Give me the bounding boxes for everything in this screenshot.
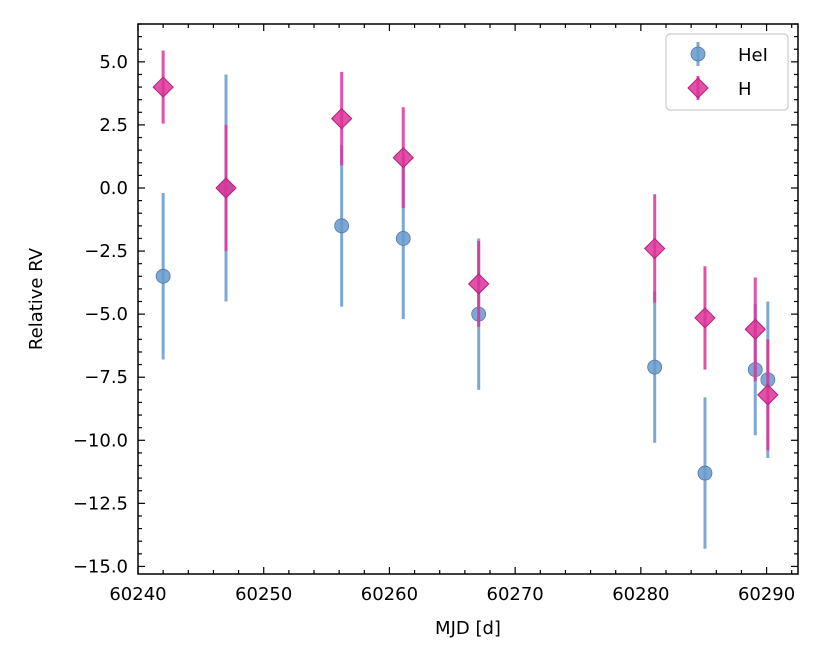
y-tick-labels: 5.0 2.5 0.0 −2.5 −5.0 −7.5 −10.0 −12.5 −15.0 [73,52,128,578]
y-axis-label: Relative RV [26,247,47,350]
y-tick-label: −12.5 [73,493,128,514]
y-tick-label: −15.0 [73,556,128,577]
legend-label: HeI [738,45,768,66]
data-point [395,231,411,246]
data-point [155,268,171,284]
series-hei [155,74,776,549]
x-tick-label: 60260 [361,584,418,605]
data-point [757,384,779,406]
data-point [467,273,490,295]
data-point [643,237,666,260]
y-tick-label: 2.5 [99,115,128,136]
y-tick-label: −10.0 [73,430,128,451]
legend-marker-circle [690,46,706,62]
series-h [152,50,779,451]
x-tick-labels: 60240 60250 60260 60270 60280 60290 [109,584,795,605]
data-point [392,147,414,169]
data-point [152,76,174,98]
data-point [694,307,716,329]
data-point [215,177,237,199]
y-tick-label: −5.0 [84,304,128,325]
y-tick-label: 0.0 [99,178,128,199]
data-points [152,50,779,549]
legend-entry: HeI [690,42,768,66]
data-point [330,107,353,130]
y-tick-label: −7.5 [84,367,128,388]
data-point [334,218,350,234]
legend-box [665,33,789,111]
data-point [744,318,766,340]
x-tick-label: 60290 [738,584,795,605]
x-tick-label: 60250 [235,584,292,605]
x-tick-label: 60240 [109,584,166,605]
legend-marker-diamond [687,77,709,99]
x-axis-label: MJD [d] [435,618,501,639]
x-tick-label: 60280 [612,584,669,605]
x-tick-label: 60270 [487,584,544,605]
legend-label: H [738,79,752,100]
data-point [697,465,713,481]
y-tick-label: 5.0 [99,52,128,73]
plot-frame [137,23,799,575]
legend-entry: H [687,76,752,100]
y-tick-label: −2.5 [84,241,128,262]
data-point [647,359,663,375]
legend: HeI H [665,33,789,111]
